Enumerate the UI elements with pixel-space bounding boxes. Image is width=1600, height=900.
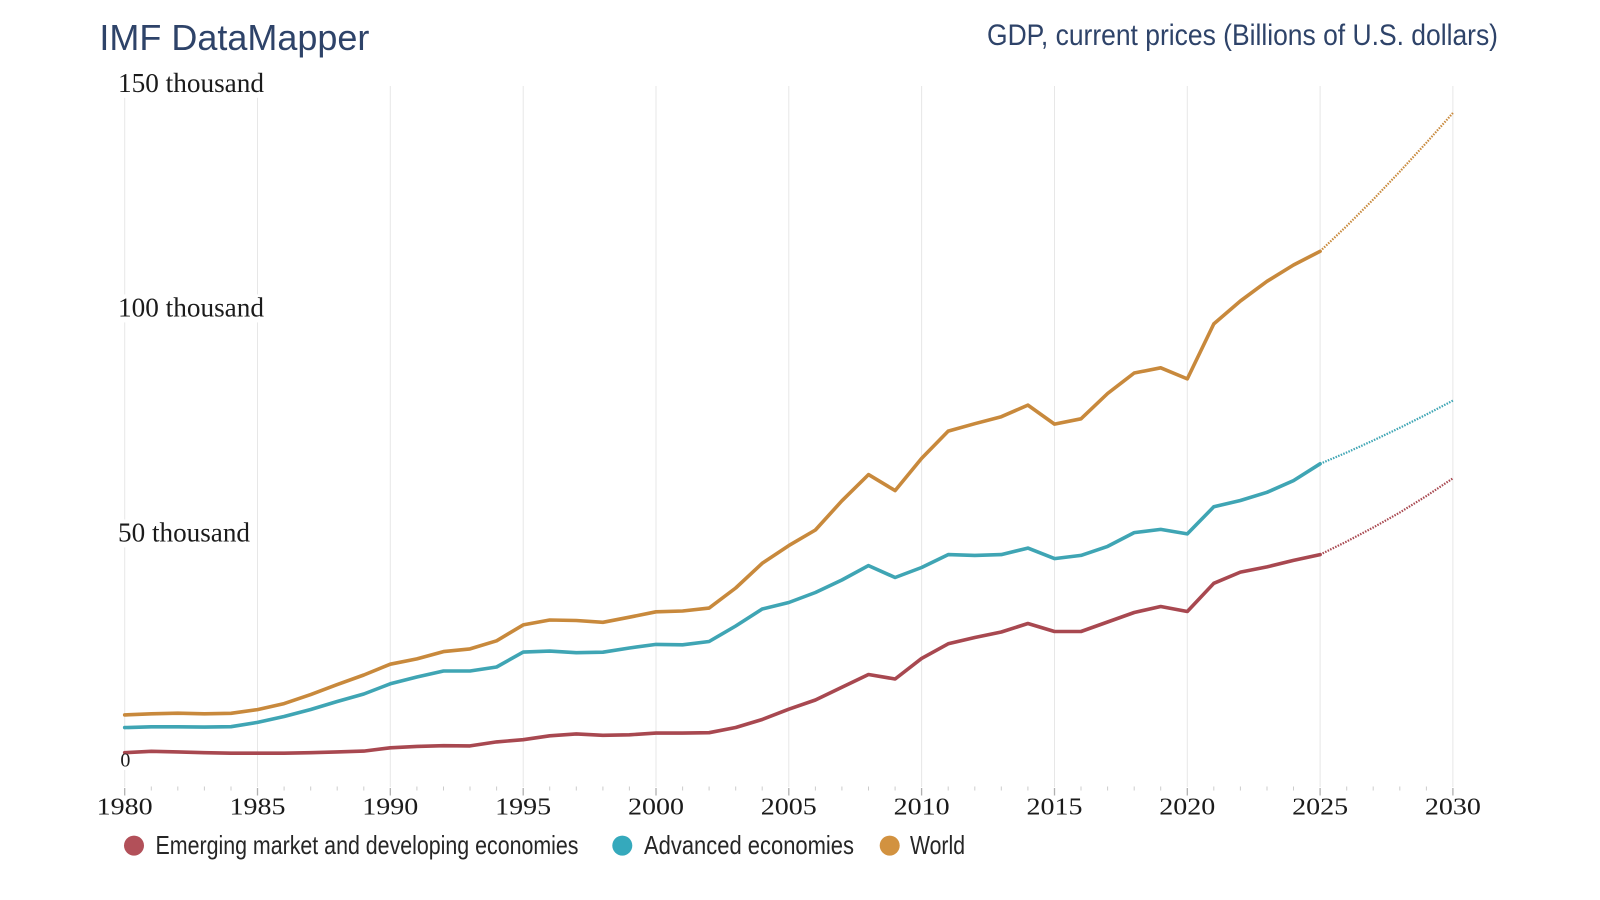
svg-text:GDP, current prices (Billions: GDP, current prices (Billions of U.S. do… xyxy=(987,19,1498,52)
svg-text:2020: 2020 xyxy=(1159,794,1215,821)
svg-text:2000: 2000 xyxy=(628,794,684,821)
svg-text:100 thousand: 100 thousand xyxy=(118,292,264,322)
svg-text:1995: 1995 xyxy=(495,794,551,821)
svg-text:2015: 2015 xyxy=(1027,794,1083,821)
svg-text:IMF DataMapper: IMF DataMapper xyxy=(99,17,369,58)
svg-text:2005: 2005 xyxy=(761,794,817,821)
svg-text:2030: 2030 xyxy=(1425,794,1481,821)
svg-text:50 thousand: 50 thousand xyxy=(118,518,250,548)
svg-text:1985: 1985 xyxy=(230,794,286,821)
svg-text:2025: 2025 xyxy=(1292,794,1348,821)
svg-text:1990: 1990 xyxy=(362,794,418,821)
svg-text:Advanced economies: Advanced economies xyxy=(644,830,854,860)
svg-text:Emerging market and developing: Emerging market and developing economies xyxy=(156,830,579,860)
svg-text:World: World xyxy=(910,830,965,860)
svg-text:2010: 2010 xyxy=(894,794,950,821)
svg-text:150 thousand: 150 thousand xyxy=(118,68,264,98)
svg-text:1980: 1980 xyxy=(97,794,153,821)
svg-text:0: 0 xyxy=(120,750,130,772)
